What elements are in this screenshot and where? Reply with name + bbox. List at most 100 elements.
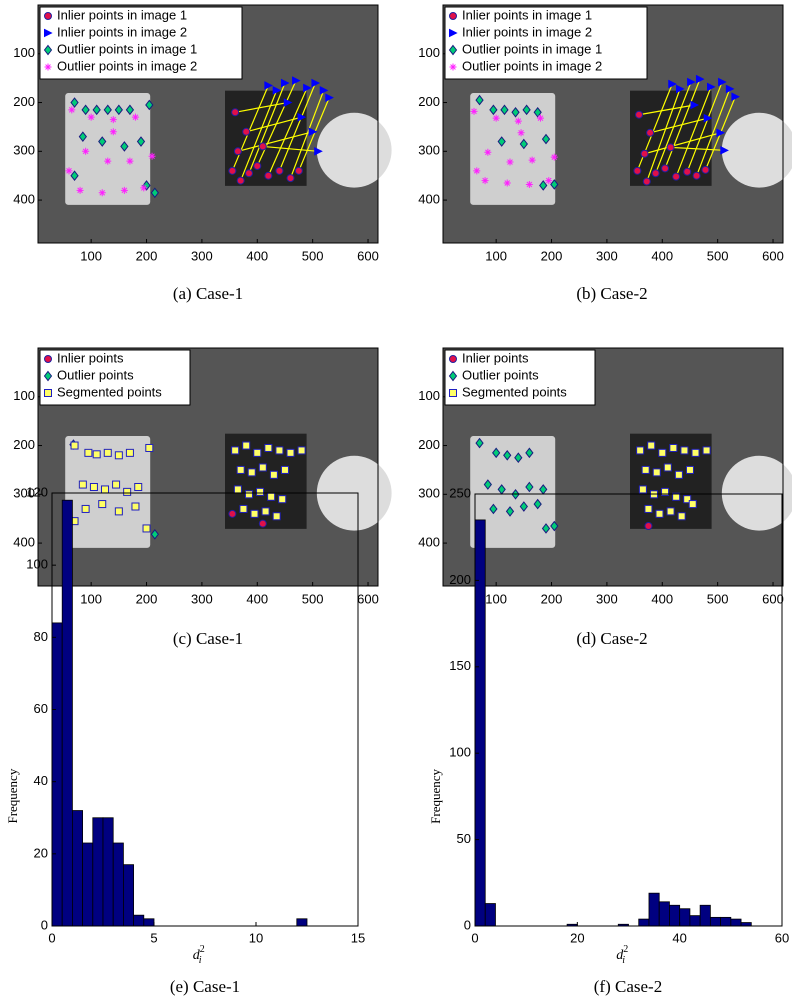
outlier-marker [68, 106, 76, 114]
outlier-marker [43, 370, 53, 382]
outlier-marker [120, 141, 129, 152]
segmented-marker [98, 500, 107, 509]
match-line [246, 116, 302, 133]
outlier-marker [528, 156, 536, 164]
inlier-marker [228, 166, 237, 175]
inlier-marker [666, 143, 675, 152]
outlier-marker [114, 104, 123, 116]
legend-label: Outlier points [462, 367, 539, 382]
x-tick-label: 300 [596, 248, 618, 263]
outlier-marker [109, 128, 117, 136]
inlier-marker [297, 112, 307, 122]
y-tick-label: 100 [449, 745, 471, 760]
inlier-marker [707, 82, 716, 92]
outlier-marker [150, 187, 159, 199]
outlier-marker [125, 104, 135, 116]
inlier-marker [635, 110, 644, 119]
match-line [644, 132, 721, 155]
segmented-marker [131, 502, 140, 511]
x-tick-label: 0 [471, 930, 478, 945]
y-tick-label: 300 [418, 486, 440, 501]
segmented-marker [638, 485, 647, 494]
histogram-bar [133, 914, 145, 927]
outlier-marker [109, 116, 117, 124]
inlier-marker [258, 519, 267, 528]
y-tick-label: 120 [26, 484, 48, 499]
outlier-marker [525, 481, 534, 493]
segmented-marker [101, 485, 110, 494]
x-tick-label: 400 [246, 248, 268, 263]
inlier-marker [449, 28, 458, 38]
caption: (c) Case-1 [173, 629, 243, 648]
x-tick-label: 600 [762, 591, 784, 606]
segmented-marker [267, 492, 276, 501]
y-tick-label: 0 [464, 917, 471, 932]
y-tick-label: 200 [13, 437, 35, 452]
outlier-marker [533, 498, 542, 510]
outlier-marker [539, 180, 548, 191]
match-line [289, 90, 325, 179]
y-tick-label: 150 [449, 658, 471, 673]
outlier-marker [104, 157, 112, 165]
inlier-marker [242, 127, 251, 136]
y-tick-label: 250 [449, 485, 471, 500]
segmented-marker [661, 487, 670, 496]
x-tick-label: 100 [80, 591, 102, 606]
inlier-marker [703, 113, 713, 123]
outlier-marker [70, 97, 79, 108]
segmented-marker [652, 468, 661, 477]
y-tick-label: 200 [418, 437, 440, 452]
legend-label: Segmented points [462, 384, 567, 399]
outlier-marker [506, 158, 514, 166]
outlier-marker [98, 136, 107, 147]
segmented-marker [103, 448, 112, 457]
inlier-marker [718, 77, 727, 87]
inlier-marker [676, 84, 685, 94]
y-tick-label: 400 [418, 535, 440, 550]
segmented-marker [278, 495, 287, 504]
segmented-marker [253, 448, 262, 457]
outlier-marker [505, 506, 515, 517]
x-tick-label: 600 [357, 591, 379, 606]
segmented-marker [636, 446, 645, 455]
caption: (d) Case-2 [576, 629, 647, 648]
segmented-marker [250, 509, 259, 518]
outlier-marker [78, 131, 87, 142]
histogram-bar [72, 810, 84, 927]
legend-label: Inlier points in image 1 [462, 7, 592, 22]
x-tick-label: 100 [80, 248, 102, 263]
inlier-marker [701, 165, 710, 174]
inlier-marker [692, 171, 701, 180]
segmented-marker [297, 446, 306, 455]
x-tick-label: 400 [246, 591, 268, 606]
outlier-marker [448, 44, 458, 56]
y-axis-label: Frequency [428, 768, 443, 823]
histogram-bar [648, 892, 660, 927]
outlier-marker [550, 179, 559, 190]
segmented-marker [672, 492, 681, 501]
inlier-marker [311, 78, 321, 88]
histogram-bar [720, 916, 732, 927]
axes-frame [442, 347, 784, 587]
histogram-bar [51, 622, 63, 927]
histogram-bar [123, 864, 135, 927]
histogram-bar [61, 499, 73, 927]
segmented-marker [247, 468, 256, 477]
x-tick-label: 600 [762, 248, 784, 263]
photo-box [630, 90, 712, 186]
outlier-marker [136, 136, 146, 147]
legend-box [444, 349, 596, 406]
x-tick-label: 200 [541, 248, 563, 263]
axes-frame [442, 4, 784, 244]
inlier-marker [228, 509, 237, 518]
y-tick-label: 0 [41, 917, 48, 932]
y-tick-label: 200 [418, 94, 440, 109]
inlier-marker [633, 166, 642, 175]
inlier-marker [642, 177, 651, 186]
outlier-marker [92, 104, 101, 116]
y-tick-label: 400 [13, 192, 35, 207]
histogram-bar [484, 903, 496, 927]
segmented-marker [84, 448, 93, 457]
